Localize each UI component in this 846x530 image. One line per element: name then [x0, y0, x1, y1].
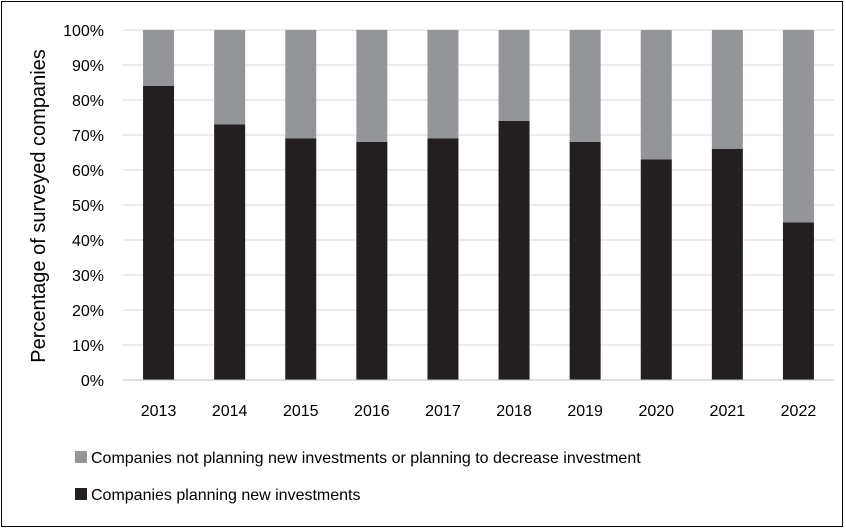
legend-item: Companies not planning new investments o… [75, 450, 641, 467]
bar-not-planning-2020 [640, 30, 672, 160]
y-tick-label: 10% [72, 338, 104, 355]
y-tick-label: 100% [63, 23, 104, 40]
x-tick-label: 2013 [141, 403, 177, 420]
y-tick-label: 0% [81, 373, 104, 390]
bars [143, 30, 814, 380]
legend: Companies not planning new investments o… [75, 450, 641, 504]
x-tick-label: 2014 [212, 403, 248, 420]
y-tick-label: 90% [72, 58, 104, 75]
legend-swatch [75, 451, 87, 463]
y-tick-label: 40% [72, 233, 104, 250]
x-tick-label: 2019 [567, 403, 603, 420]
y-tick-label: 70% [72, 128, 104, 145]
legend-label: Companies planning new investments [91, 487, 360, 504]
bar-not-planning-2013 [143, 30, 175, 86]
x-tick-label: 2016 [354, 403, 390, 420]
bar-planning-2017 [427, 138, 459, 380]
y-tick-label: 80% [72, 93, 104, 110]
bar-not-planning-2021 [711, 30, 743, 149]
x-axis-tick-labels: 2013 2014 2015 2016 2017 2018 2019 2020 2021 2022 [141, 403, 817, 420]
bar-planning-2018 [498, 121, 530, 380]
x-tick-label: 2022 [781, 403, 817, 420]
x-tick-label: 2017 [425, 403, 461, 420]
bar-not-planning-2018 [498, 30, 530, 121]
bar-planning-2020 [640, 159, 672, 380]
bar-not-planning-2022 [782, 30, 814, 223]
bar-not-planning-2019 [569, 30, 601, 142]
bar-not-planning-2016 [356, 30, 388, 142]
y-tick-label: 20% [72, 303, 104, 320]
x-tick-label: 2021 [710, 403, 746, 420]
y-axis-tick-labels: 0% 10% 20% 30% 40% 50% 60% 70% 80% 90% 100% [63, 23, 104, 390]
y-tick-label: 60% [72, 163, 104, 180]
legend-swatch [75, 488, 87, 500]
bar-planning-2016 [356, 142, 388, 380]
bar-planning-2015 [285, 138, 317, 380]
bar-planning-2013 [143, 86, 175, 380]
legend-label: Companies not planning new investments o… [91, 450, 641, 467]
bar-not-planning-2017 [427, 30, 459, 139]
bar-planning-2021 [711, 149, 743, 380]
bar-planning-2019 [569, 142, 601, 380]
y-tick-label: 50% [72, 198, 104, 215]
bar-not-planning-2015 [285, 30, 317, 139]
bar-planning-2014 [214, 124, 246, 380]
y-tick-label: 30% [72, 268, 104, 285]
x-tick-label: 2020 [638, 403, 674, 420]
x-tick-label: 2015 [283, 403, 319, 420]
legend-item: Companies planning new investments [75, 487, 360, 504]
bar-not-planning-2014 [214, 30, 246, 125]
y-axis-title: Percentage of surveyed companies [28, 49, 50, 363]
bar-planning-2022 [782, 222, 814, 380]
x-tick-label: 2018 [496, 403, 532, 420]
